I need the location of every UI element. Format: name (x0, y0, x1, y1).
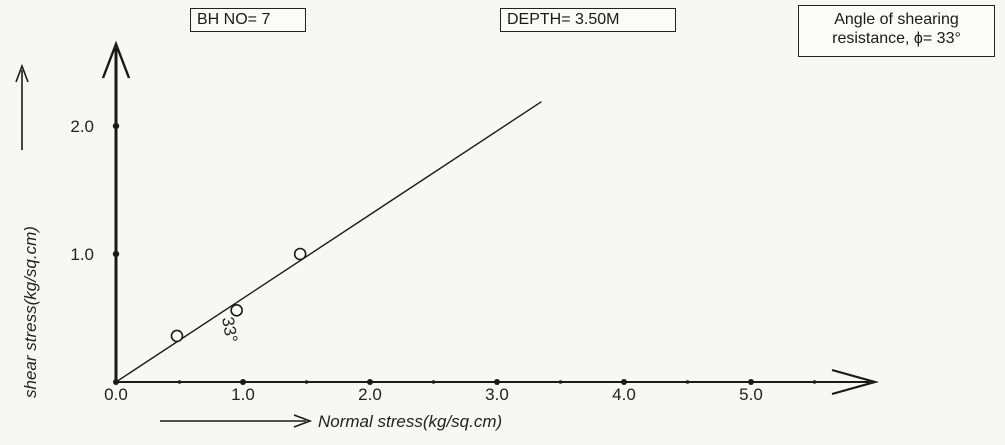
friction-angle-box: Angle of shearing resistance, ϕ= 33° (798, 5, 995, 57)
failure-envelope-line (115, 101, 542, 383)
x-label-arrowhead (293, 414, 313, 428)
x-minor-tick-dot (431, 380, 436, 384)
friction-angle-line2: resistance, ϕ= 33° (832, 30, 961, 47)
x-tick-label: 2.0 (358, 385, 382, 404)
x-tick-dot (748, 379, 754, 385)
y-tick-dot (112, 250, 120, 258)
friction-angle-line1: Angle of shearing (834, 11, 959, 28)
y-axis-label: shear stress(kg/sq.cm) (21, 226, 40, 398)
x-tick-dot (494, 379, 500, 385)
x-minor-tick-dot (177, 380, 182, 384)
series (115, 101, 542, 383)
x-tick-dot (240, 379, 246, 385)
borehole-label: BH NO= 7 (190, 8, 306, 32)
x-minor-tick-dot (812, 380, 817, 384)
x-tick-label: 5.0 (739, 385, 763, 404)
data-point (230, 304, 243, 317)
x-axis-label: Normal stress(kg/sq.cm) (318, 412, 502, 431)
y-tick-dot (112, 122, 120, 130)
x-tick-dot (367, 379, 373, 385)
tick-labels: 0.0 1.0 2.0 3.0 4.0 5.0 1.0 2.0 (70, 117, 762, 404)
x-axis-arrowhead (831, 368, 880, 396)
x-tick-dot (621, 379, 627, 385)
y-tick-label: 1.0 (70, 245, 94, 264)
x-minor-tick-dot (685, 380, 690, 384)
x-minor-tick-dot (304, 380, 309, 384)
y-label-arrowhead (15, 63, 29, 83)
data-point (293, 247, 307, 261)
depth-label: DEPTH= 3.50M (500, 8, 676, 32)
y-tick-label: 2.0 (70, 117, 94, 136)
y-axis-arrowhead (101, 40, 131, 79)
axes (15, 40, 880, 428)
angle-annotation: 33° (218, 315, 241, 344)
x-tick-label: 1.0 (231, 385, 255, 404)
x-minor-tick-dot (558, 380, 563, 384)
ticks (112, 122, 817, 385)
x-tick-label: 0.0 (104, 385, 128, 404)
x-tick-label: 4.0 (612, 385, 636, 404)
data-point (170, 329, 184, 343)
x-tick-label: 3.0 (485, 385, 509, 404)
